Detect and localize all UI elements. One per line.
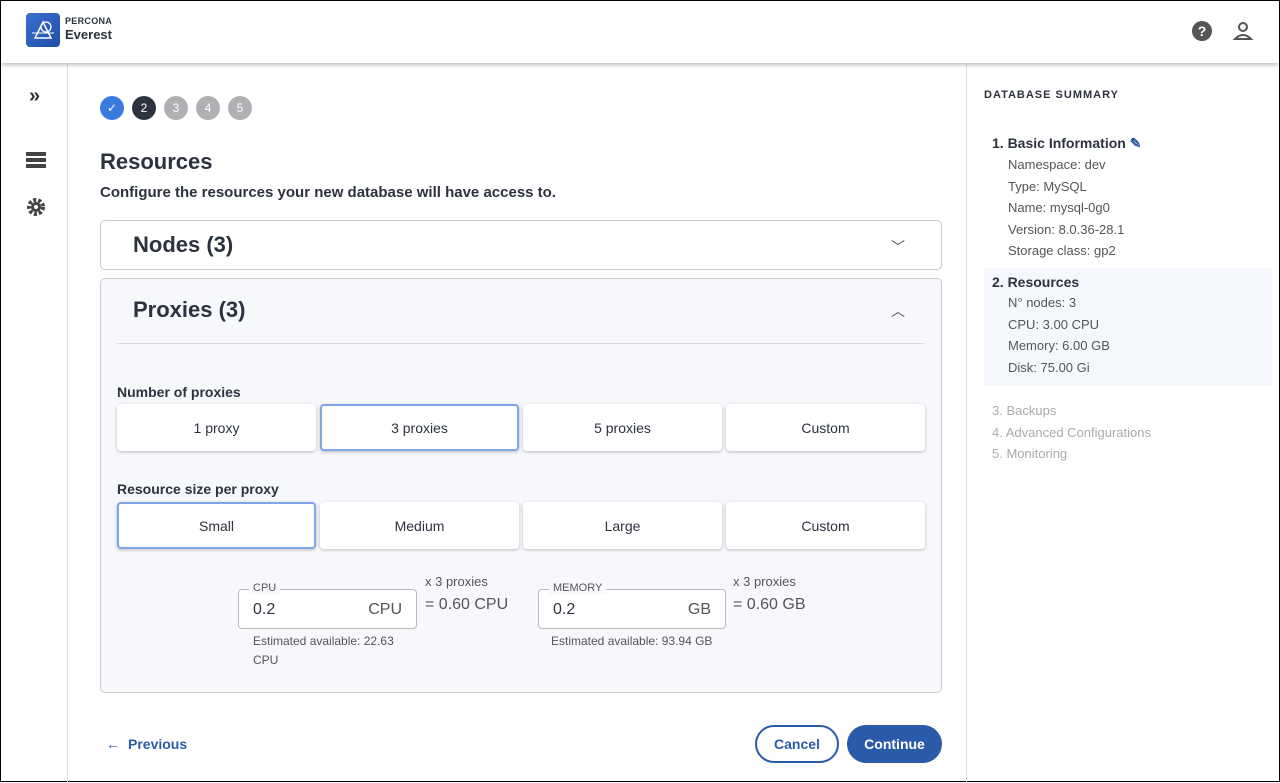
resource-size-group: Small Medium Large Custom [117, 502, 925, 549]
cpu-total: = 0.60 CPU [425, 596, 509, 613]
size-large[interactable]: Large [523, 502, 722, 549]
summary-advanced: 4. Advanced Configurations [992, 425, 1151, 440]
size-small[interactable]: Small [117, 502, 316, 549]
cpu-label: CPU [249, 582, 281, 594]
resource-size-label: Resource size per proxy [117, 481, 279, 497]
cpu-available: Estimated available: 22.63 CPU [253, 634, 394, 667]
memory-multiplier: x 3 proxies [733, 574, 796, 589]
svg-text:?: ? [1198, 23, 1207, 39]
brand-top: PERCONA [65, 16, 113, 26]
cpu-value[interactable]: 0.2 [253, 601, 276, 618]
step-1-done: ✓ [100, 96, 124, 120]
nodes-accordion[interactable]: Nodes (3) ﹀ [100, 220, 942, 270]
settings-icon[interactable] [25, 196, 47, 218]
basic-info-title: 1. Basic Information ✎ [992, 135, 1264, 152]
summary-item: Storage class: gp2 [1008, 243, 1116, 258]
previous-button[interactable]: ← Previous [106, 736, 187, 752]
step-4: 4 [196, 96, 220, 120]
main-content: ✓ 2 3 4 5 Resources Configure the resour… [68, 63, 966, 783]
memory-available: Estimated available: 93.94 GB [551, 634, 713, 648]
summary-item: N° nodes: 3 [1008, 295, 1077, 310]
step-2: 2 [132, 96, 156, 120]
divider [117, 343, 925, 344]
summary-basic-info: 1. Basic Information ✎ Namespace: dev Ty… [984, 129, 1272, 268]
basic-info-title-text: 1. Basic Information [992, 135, 1126, 151]
summary-monitoring: 5. Monitoring [992, 446, 1068, 461]
chevron-down-icon[interactable]: ﹀ [891, 239, 905, 255]
expand-icon[interactable]: » [29, 85, 41, 107]
previous-label: Previous [128, 736, 188, 752]
resources-title: 2. Resources [992, 274, 1080, 290]
summary-item: Namespace: dev [1008, 157, 1106, 172]
user-icon[interactable] [1232, 20, 1254, 42]
size-medium[interactable]: Medium [320, 502, 519, 549]
cancel-button[interactable]: Cancel [755, 725, 839, 763]
nodes-title: Nodes (3) [133, 232, 234, 257]
summary-item: Memory: 6.00 GB [1008, 338, 1110, 353]
summary-title: DATABASE SUMMARY [984, 89, 1119, 101]
number-of-proxies-group: 1 proxy 3 proxies 5 proxies Custom [117, 404, 925, 451]
chevron-up-icon[interactable]: ︿ [891, 303, 905, 319]
database-summary: DATABASE SUMMARY 1. Basic Information ✎ … [966, 63, 1280, 783]
summary-item: Name: mysql-0g0 [1008, 200, 1110, 215]
edit-pencil-icon[interactable]: ✎ [1129, 135, 1142, 151]
number-of-proxies-label: Number of proxies [117, 384, 241, 400]
left-rail: » [1, 63, 68, 783]
step-5: 5 [228, 96, 252, 120]
memory-unit: GB [687, 601, 711, 618]
cpu-field[interactable]: CPU 0.2 CPU [238, 582, 417, 629]
proxies-title[interactable]: Proxies (3) [133, 297, 246, 322]
continue-button[interactable]: Continue [847, 725, 942, 763]
option-5-proxies[interactable]: 5 proxies [523, 404, 722, 451]
option-custom-proxies[interactable]: Custom [726, 404, 925, 451]
top-bar: PERCONA Everest ? [1, 1, 1279, 63]
page-subtitle: Configure the resources your new databas… [100, 184, 556, 201]
summary-item: Type: MySQL [1008, 178, 1087, 194]
help-icon[interactable]: ? [1191, 20, 1213, 42]
size-custom[interactable]: Custom [726, 502, 925, 549]
step-3: 3 [164, 96, 188, 120]
proxies-accordion: Proxies (3) ︿ Number of proxies 1 proxy … [100, 278, 942, 693]
summary-item: CPU: 3.00 CPU [1008, 316, 1100, 332]
memory-field[interactable]: MEMORY 0.2 GB [538, 582, 726, 629]
option-3-proxies[interactable]: 3 proxies [320, 404, 519, 451]
stepper: ✓ 2 3 4 5 [100, 96, 252, 120]
summary-item: Version: 8.0.36-28.1 [1008, 221, 1125, 237]
cpu-unit: CPU [368, 601, 402, 618]
everest-logo[interactable] [26, 13, 60, 47]
option-1-proxy[interactable]: 1 proxy [117, 404, 316, 451]
summary-resources: 2. Resources N° nodes: 3 CPU: 3.00 CPU M… [984, 268, 1272, 386]
databases-icon[interactable] [25, 149, 47, 171]
cpu-multiplier: x 3 proxies [425, 574, 488, 589]
brand: PERCONA Everest [65, 16, 113, 42]
memory-value[interactable]: 0.2 [553, 601, 576, 618]
page-title: Resources [100, 149, 213, 174]
summary-item: Disk: 75.00 Gi [1008, 359, 1090, 375]
brand-name: Everest [65, 27, 112, 42]
memory-label: MEMORY [549, 582, 607, 594]
summary-backups: 3. Backups [992, 403, 1057, 418]
memory-total: = 0.60 GB [733, 596, 806, 613]
arrow-left-icon: ← [106, 736, 120, 752]
